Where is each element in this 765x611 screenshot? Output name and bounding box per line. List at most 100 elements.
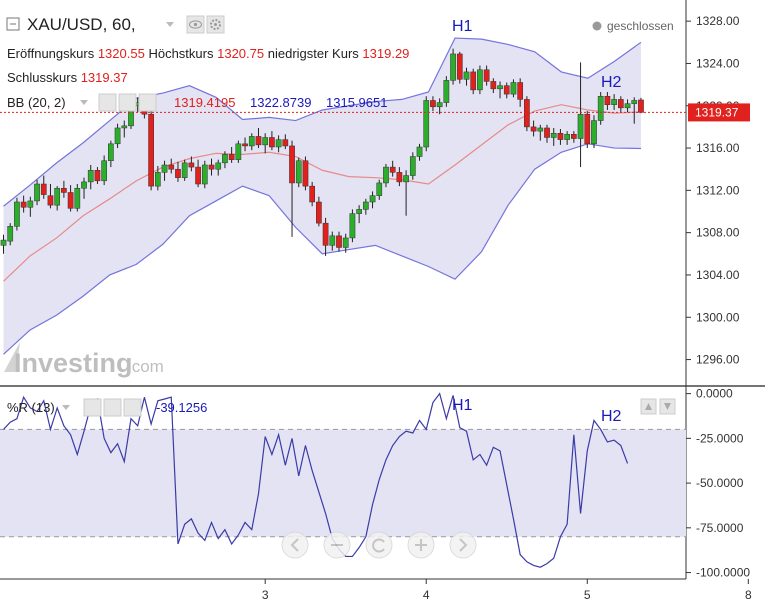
candle — [222, 151, 228, 169]
candle — [309, 181, 316, 207]
candle-body — [40, 183, 47, 195]
candle-body — [624, 103, 631, 109]
eye-icon[interactable] — [98, 93, 117, 112]
candle-body — [409, 156, 416, 176]
watermark-logo: Investing .com — [4, 342, 164, 378]
candle-body — [175, 168, 181, 178]
time-tick-label: 5 — [584, 588, 591, 602]
candle-body — [577, 113, 584, 139]
candle — [571, 131, 577, 143]
candle-body — [376, 182, 383, 196]
zoom-out-button[interactable] — [323, 531, 351, 559]
williams-r-panel[interactable] — [0, 392, 686, 568]
candle-body — [617, 99, 624, 109]
candle-body — [54, 187, 61, 206]
candle — [228, 146, 235, 163]
candle — [94, 167, 101, 185]
candle — [329, 231, 336, 251]
low-label: niedrigster Kurs — [268, 46, 360, 61]
annotation-h1-wr: H1 — [452, 397, 473, 414]
open-value: 1320.55 — [98, 46, 145, 61]
price-tick-label: 1316.00 — [696, 141, 740, 155]
candle-body — [450, 53, 456, 81]
candle-body — [289, 145, 295, 184]
gear-icon[interactable] — [206, 15, 225, 34]
candle — [490, 78, 497, 94]
candle-body — [74, 187, 81, 209]
candle-body — [248, 136, 255, 147]
gear-icon[interactable] — [118, 93, 137, 112]
candle-body — [309, 185, 316, 203]
candle-body — [490, 81, 497, 90]
candle-body — [161, 164, 168, 173]
candle-body — [282, 139, 289, 147]
candle — [584, 111, 591, 149]
candle — [0, 234, 7, 254]
time-axis[interactable]: 3 4 5 8 — [262, 579, 752, 602]
price-panel[interactable] — [0, 37, 644, 355]
candle — [557, 129, 564, 145]
candle — [74, 184, 81, 212]
ohlc-line: Eröffnungskurs 1320.55 Höchstkurs 1320.7… — [7, 46, 409, 61]
collapse-toggle[interactable] — [6, 17, 20, 31]
candle — [591, 115, 597, 149]
svg-text:1319.37: 1319.37 — [695, 105, 739, 119]
candle — [497, 81, 503, 99]
zoom-in-button[interactable] — [407, 531, 435, 559]
candle — [409, 152, 416, 180]
gear-icon[interactable] — [103, 398, 122, 417]
candle-body — [201, 164, 208, 185]
wr-axis[interactable]: 0.0000 -25.0000 -50.0000 -75.0000 -100.0000 — [686, 387, 750, 580]
candle-body — [503, 85, 510, 95]
reset-button[interactable] — [365, 531, 393, 559]
candle — [101, 155, 108, 186]
scroll-left-button[interactable] — [281, 531, 309, 559]
candle — [215, 159, 222, 176]
candle — [47, 184, 54, 209]
candle — [463, 67, 470, 86]
eye-icon[interactable] — [83, 398, 102, 417]
close-label: Schlusskurs — [7, 70, 78, 85]
chevron-down-icon[interactable] — [62, 405, 70, 410]
candle-body — [389, 166, 396, 173]
price-axis[interactable]: 1328.001324.001320.001316.001312.001308.… — [686, 14, 740, 367]
candle — [443, 76, 450, 107]
candle — [638, 97, 644, 114]
candle — [342, 233, 349, 253]
market-status: geschlossen — [607, 19, 674, 33]
candle — [503, 82, 510, 99]
candle — [242, 137, 248, 152]
candle-body — [20, 201, 27, 208]
candle — [14, 197, 20, 231]
candle — [450, 48, 456, 85]
candle-body — [584, 113, 591, 145]
candle-body — [544, 127, 550, 138]
market-status-dot — [592, 21, 602, 31]
annotation-h2-wr: H2 — [601, 408, 622, 425]
candle-body — [497, 85, 503, 90]
candle — [262, 133, 269, 154]
eye-icon[interactable] — [186, 15, 205, 34]
candle — [114, 123, 121, 149]
candle — [524, 96, 530, 132]
chevron-down-icon[interactable] — [80, 100, 88, 105]
time-tick-label: 3 — [262, 588, 269, 602]
candle-body — [87, 170, 94, 183]
candle — [302, 156, 309, 191]
candle-body — [443, 80, 450, 103]
scroll-right-button[interactable] — [449, 531, 477, 559]
candle — [477, 65, 483, 95]
candle-body — [94, 170, 101, 182]
close-icon[interactable] — [138, 93, 157, 112]
candle-body — [383, 166, 389, 184]
candle — [121, 120, 128, 138]
bb-mid-line — [3, 104, 641, 282]
candle — [108, 140, 114, 168]
candle — [416, 143, 423, 161]
close-icon[interactable] — [123, 398, 142, 417]
chevron-down-icon[interactable] — [166, 22, 174, 27]
candle-body — [430, 100, 436, 108]
close-value: 1319.37 — [81, 70, 128, 85]
candle — [67, 185, 74, 212]
